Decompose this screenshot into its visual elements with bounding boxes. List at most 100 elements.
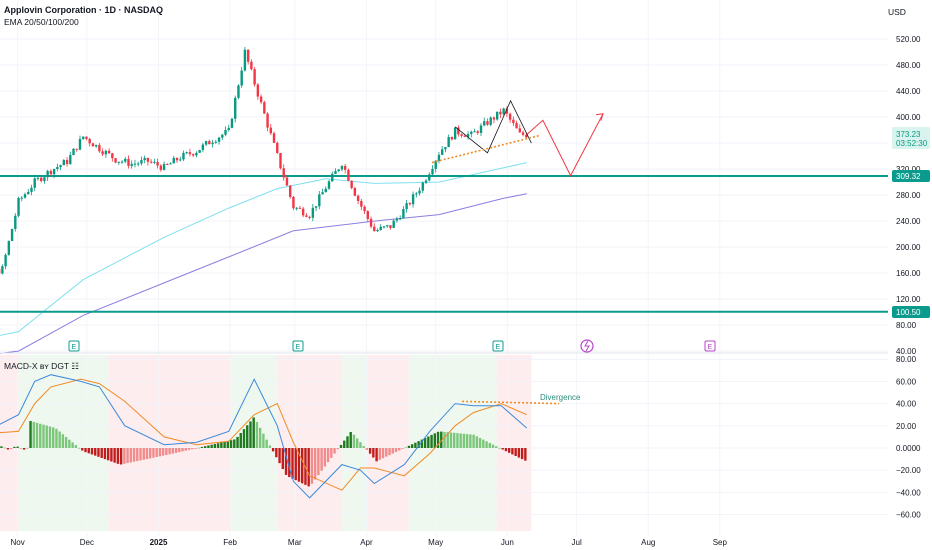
histogram-bar [45, 425, 48, 448]
macd-tick-label: −60.00 [896, 511, 921, 520]
earnings-marker-aug[interactable]: E [704, 340, 716, 352]
candle-body [473, 131, 476, 133]
candle-body [282, 168, 285, 178]
histogram-bar [291, 448, 294, 479]
candle-body [453, 127, 457, 140]
candle-body [10, 229, 14, 241]
candle-body [350, 180, 353, 188]
histogram-bar [478, 437, 482, 448]
candle-body [379, 226, 382, 230]
currency-label[interactable]: USD [888, 7, 906, 17]
candle-body [428, 174, 431, 181]
candle-body [360, 200, 363, 207]
histogram-bar [310, 448, 314, 484]
histogram-bar [129, 448, 133, 463]
histogram-bar [482, 439, 485, 448]
price-axis-bg[interactable] [888, 0, 932, 550]
time-tick-label: Jun [501, 538, 514, 547]
candle-body [211, 142, 214, 145]
candle-body [136, 163, 140, 165]
candle-body [46, 170, 49, 178]
event-icon[interactable] [580, 339, 594, 353]
divergence-line[interactable] [462, 400, 560, 405]
candle-body [363, 206, 366, 212]
histogram-bar [359, 442, 362, 448]
earnings-marker-nov[interactable]: E [68, 340, 80, 352]
candle-body [156, 161, 159, 166]
histogram-bar [265, 439, 268, 448]
macd-legend[interactable]: MACD-X ʙʏ DGT ☷ [4, 361, 79, 371]
candle-body [321, 192, 324, 195]
chart-title[interactable]: Applovin Corporation · 1D · NASDAQ [4, 5, 163, 15]
candle-body [440, 149, 444, 155]
histogram-bar [255, 421, 259, 448]
candle-body [227, 127, 230, 131]
histogram-bar [271, 448, 275, 452]
price-tick-label: 520.00 [896, 35, 921, 44]
time-tick-label: Sep [713, 538, 728, 547]
earnings-label: E [296, 344, 301, 351]
candle-body [166, 163, 169, 165]
histogram-bar [485, 441, 488, 448]
candle-body [276, 142, 279, 154]
candle-body [502, 108, 505, 115]
histogram-bar [294, 448, 297, 481]
histogram-bar [155, 448, 158, 458]
earnings-marker-may[interactable]: E [492, 340, 504, 352]
projection-path[interactable] [526, 113, 604, 177]
wedge-line-upper[interactable] [454, 99, 532, 154]
histogram-bar [511, 448, 514, 455]
histogram-bar [365, 448, 369, 450]
time-axis[interactable]: NovDec2025FebMarAprMayJunJulAugSepOct [0, 538, 728, 547]
candle-body [515, 123, 518, 129]
level-upper-badge: 309.32 [892, 170, 930, 182]
candle-body [175, 157, 179, 161]
time-tick-label: Feb [223, 538, 237, 547]
histogram-bar [48, 426, 52, 448]
candle-body [107, 150, 111, 154]
histogram-bar [313, 448, 317, 480]
candle-body [373, 226, 376, 232]
macd-tick-label: 20.00 [896, 422, 917, 431]
histogram-bar [94, 448, 97, 456]
price-tick-label: 320.00 [896, 165, 921, 174]
candle-body [418, 190, 421, 194]
histogram-bar [35, 422, 39, 448]
indicator-legend[interactable]: EMA 20/50/100/200 [4, 17, 79, 27]
price-tick-label: 200.00 [896, 243, 921, 252]
earnings-label: E [496, 344, 501, 351]
histogram-bar [74, 445, 78, 448]
candle-body [334, 171, 337, 174]
histogram-bar [491, 444, 495, 448]
candle-body [486, 121, 489, 125]
candle-body [221, 134, 224, 138]
price-grid [0, 0, 888, 536]
candle-body [518, 128, 522, 133]
candle-body [259, 96, 263, 103]
macd-axis[interactable]: 80.00 60.00 40.00 20.00 0.0000 −20.00 −40.00 −6… [896, 355, 921, 519]
candle-body [124, 158, 127, 162]
candle-body [327, 181, 331, 189]
histogram-bar [191, 448, 194, 450]
candle-body [195, 152, 198, 156]
histogram-bar [200, 446, 204, 448]
candle-body [201, 144, 205, 150]
candle-body [292, 196, 295, 209]
trendline-dotted[interactable] [431, 134, 541, 164]
time-tick-label: Aug [641, 538, 655, 547]
candle-body [285, 177, 289, 186]
candle-body [140, 160, 143, 164]
candle-body [217, 137, 221, 142]
ema-long-line [0, 193, 527, 354]
candle-body [153, 161, 156, 163]
candle-body [253, 69, 256, 85]
earnings-marker-feb[interactable]: E [292, 340, 304, 352]
histogram-bar [459, 433, 462, 448]
candle-body [91, 143, 95, 147]
macd-tick-label: 80.00 [896, 355, 917, 364]
price-tick-label: 40.00 [896, 347, 917, 356]
histogram-bar [116, 448, 120, 464]
candle-body [437, 154, 441, 161]
candle-body [525, 134, 528, 138]
